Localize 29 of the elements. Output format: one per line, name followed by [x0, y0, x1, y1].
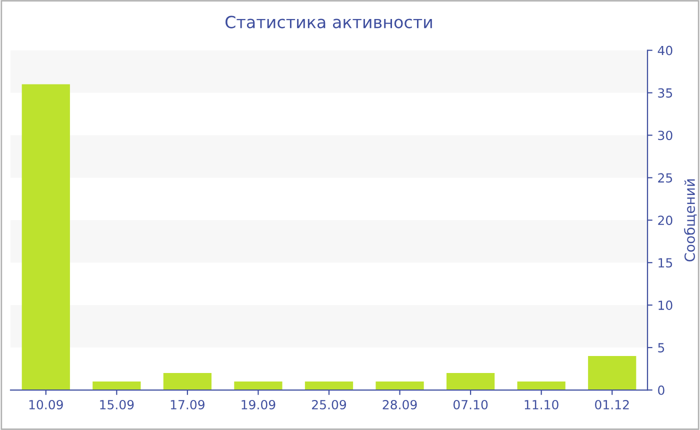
bar: [234, 382, 282, 390]
y-tick-label: 40: [658, 46, 672, 56]
y-tick-label: 0: [658, 385, 664, 395]
x-tick-label: 28.09: [382, 400, 417, 410]
bar: [517, 382, 566, 390]
y-tick-label: 10: [658, 300, 672, 310]
x-tick-label: 01.12: [595, 400, 629, 410]
y-tick-label: 30: [658, 130, 672, 140]
bar: [163, 373, 212, 390]
x-tick-label: 07.10: [453, 400, 488, 410]
y-tick-label: 25: [658, 173, 672, 183]
x-tick-label: 17.09: [170, 400, 204, 410]
x-tick-label: 15.09: [100, 400, 134, 410]
x-tick-label: 25.09: [312, 400, 346, 410]
bar: [376, 382, 424, 390]
bar: [22, 84, 70, 390]
y-axis-title: Сообщений: [684, 179, 697, 262]
bar: [304, 382, 354, 390]
y-tick-label: 35: [658, 88, 672, 98]
y-tick-label: 15: [658, 258, 672, 268]
bar: [92, 382, 141, 390]
bar: [446, 373, 495, 390]
x-tick-label: 10.09: [29, 400, 63, 410]
x-tick-label: 19.09: [242, 400, 276, 410]
chart-title: Статистика активности: [226, 16, 432, 28]
bar: [588, 356, 636, 390]
x-tick-label: 11.10: [524, 400, 558, 410]
y-tick-label: 20: [658, 216, 672, 226]
y-tick-label: 5: [658, 343, 664, 352]
